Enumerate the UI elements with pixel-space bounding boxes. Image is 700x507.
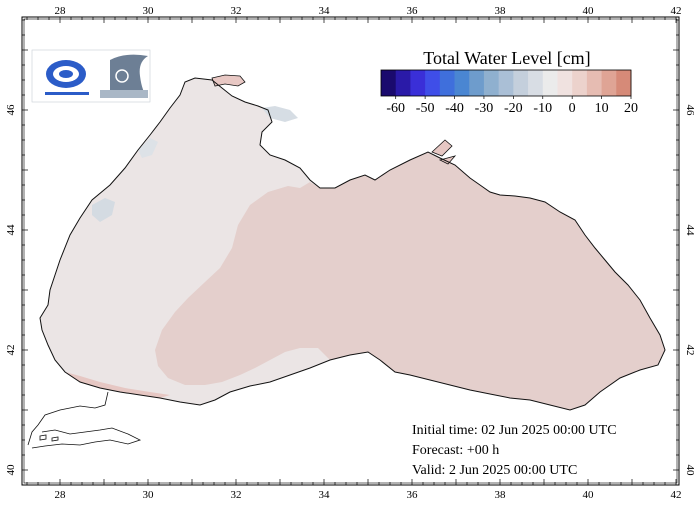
colorbar-label: -20: [504, 101, 523, 116]
odessa-bay: [138, 138, 158, 158]
marmara-islands: [39, 434, 59, 442]
forecast-lead-text: Forecast: +00 h: [412, 443, 499, 458]
lon-label: 40: [583, 5, 595, 17]
colorbar-cell: [616, 70, 632, 96]
lon-label: 36: [407, 489, 419, 501]
marmara-coast: [27, 391, 142, 449]
colorbar-label: 20: [624, 101, 638, 116]
colorbar-cell: [469, 70, 485, 96]
colorbar-cell: [395, 70, 411, 96]
black-sea-east: [155, 152, 665, 410]
lat-label: 42: [5, 345, 17, 356]
colorbar-cell: [439, 70, 455, 96]
lat-label: 44: [684, 225, 696, 237]
lon-label: 32: [231, 489, 242, 501]
valid-time-text: Valid: 2 Jun 2025 00:00 UTC: [412, 463, 577, 478]
lon-label: 30: [143, 5, 155, 17]
lat-label: 44: [5, 224, 17, 236]
kerch-spit: [431, 139, 457, 165]
colorbar-label: -40: [445, 101, 464, 116]
colorbar-cells: [381, 70, 632, 96]
lon-label: 38: [495, 5, 507, 17]
colorbar-cell: [528, 70, 544, 96]
colorbar-cell: [572, 70, 588, 96]
lat-label: 42: [684, 345, 696, 356]
lon-label: 30: [143, 489, 155, 501]
map-frame-inner: [23, 18, 678, 484]
colorbar-label: -10: [533, 101, 552, 116]
lon-labels-bottom: 28 30 32 34 36 38 40 42: [55, 489, 682, 501]
azov-area: [211, 74, 246, 87]
colorbar-label: -60: [386, 101, 405, 116]
colorbar-cell: [454, 70, 470, 96]
lat-labels-left: 40 42 44 46: [5, 104, 17, 476]
colorbar-cell: [498, 70, 514, 96]
lon-label: 38: [495, 489, 507, 501]
lon-label: 42: [671, 489, 682, 501]
colorbar-cell: [542, 70, 558, 96]
colorbar-cell: [410, 70, 426, 96]
lon-label: 34: [319, 489, 331, 501]
colorbar-frame: [380, 69, 632, 97]
lon-label: 28: [55, 489, 67, 501]
coastline: [39, 77, 666, 411]
axis-ticks: [22, 17, 679, 485]
lon-labels-top: 28 30 32 34 36 38 40 42: [55, 5, 682, 17]
colorbar-labels: -60 -50 -40 -30 -20 -10 0 10 20: [386, 96, 638, 116]
lat-label: 40: [5, 464, 17, 476]
colorbar-cell: [601, 70, 617, 96]
logo-block: [31, 49, 151, 103]
modeling-logo-icon: [100, 54, 148, 98]
danube-bay: [92, 198, 115, 222]
lon-label: 42: [671, 5, 682, 17]
lat-label: 40: [684, 465, 696, 477]
colorbar-title: Total Water Level [cm]: [423, 48, 590, 68]
lon-label: 40: [583, 489, 595, 501]
colorbar: Total Water Level [cm] -60 -50 -40 -30 -20 -1…: [380, 48, 638, 116]
colorbar-label: -50: [416, 101, 435, 116]
lat-label: 46: [684, 105, 696, 117]
map-frame: [21, 16, 680, 486]
forecast-info: Initial time: 02 Jun 2025 00:00 UTC Fore…: [412, 423, 617, 478]
agency-logo-icon: [45, 60, 89, 95]
colorbar-cell: [513, 70, 529, 96]
colorbar-label: 10: [595, 101, 609, 116]
colorbar-cell: [586, 70, 602, 96]
colorbar-cell: [425, 70, 441, 96]
lon-label: 28: [55, 5, 67, 17]
colorbar-label: 0: [569, 101, 576, 116]
lon-label: 34: [319, 5, 331, 17]
colorbar-cell: [483, 70, 500, 96]
colorbar-label: -30: [475, 101, 494, 116]
colorbar-cell: [381, 70, 397, 96]
lat-labels-right: 40 42 44 46: [684, 105, 696, 477]
lat-label: 46: [5, 104, 17, 116]
south-coast-strip: [65, 372, 170, 398]
lon-label: 32: [231, 5, 242, 17]
colorbar-cell: [557, 70, 573, 96]
initial-time-text: Initial time: 02 Jun 2025 00:00 UTC: [412, 423, 617, 438]
lon-label: 36: [407, 5, 419, 17]
